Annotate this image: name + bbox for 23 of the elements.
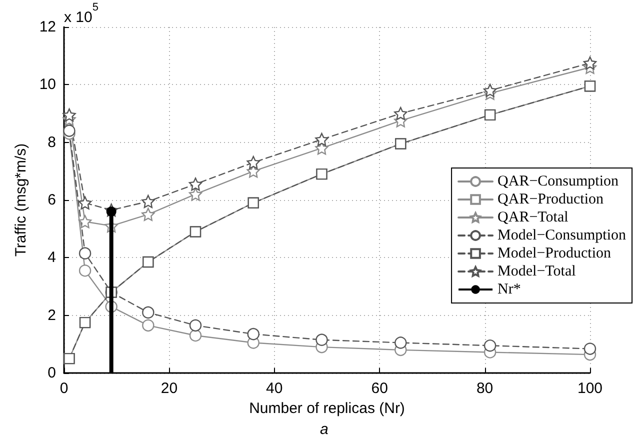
x-tick-label: 60 bbox=[371, 380, 388, 397]
x-axis-title: Number of replicas (Nr) bbox=[249, 400, 405, 417]
x-tick-label: 0 bbox=[60, 380, 68, 397]
legend-label: QAR−Consumption bbox=[498, 174, 620, 190]
y-tick-label: 12 bbox=[39, 18, 56, 36]
text: a bbox=[320, 421, 328, 438]
legend-label: QAR−Total bbox=[498, 210, 568, 226]
legend-label: QAR−Production bbox=[498, 192, 604, 208]
y-tick-label: 0 bbox=[48, 364, 56, 382]
y-axis-title: Traffic (msg*m/s) bbox=[12, 143, 30, 257]
y-tick-label: 8 bbox=[48, 134, 56, 151]
y-tick-label: 2 bbox=[48, 306, 56, 324]
y-tick-label: 6 bbox=[48, 192, 56, 208]
legend-label: Model−Total bbox=[498, 264, 576, 280]
legend-label: Model−Production bbox=[498, 246, 612, 262]
x-tick-label: 80 bbox=[476, 380, 494, 397]
x-tick-label: 100 bbox=[577, 380, 603, 397]
x-tick-label: 20 bbox=[160, 380, 178, 397]
y-tick-label: 10 bbox=[39, 76, 56, 94]
legend-label: Nr* bbox=[498, 282, 521, 298]
x-tick-label: 40 bbox=[266, 380, 283, 397]
legend-label: Model−Consumption bbox=[498, 228, 626, 244]
y-tick-label: 4 bbox=[48, 249, 56, 266]
